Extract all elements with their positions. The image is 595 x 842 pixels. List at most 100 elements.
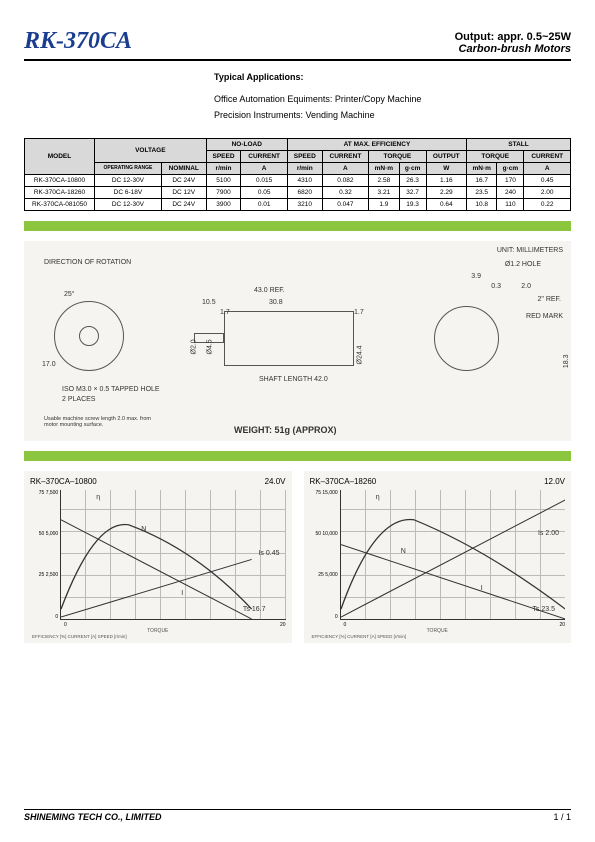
ann-ts: Ts 23.5 <box>532 606 555 613</box>
ann-ts: Ts 16.7 <box>243 606 266 613</box>
cell: 0.015 <box>241 174 287 186</box>
th-current: CURRENT <box>241 150 287 162</box>
cell: 0.05 <box>241 186 287 198</box>
th-a: A <box>322 162 368 174</box>
technical-drawing: UNIT: MILLIMETERS DIRECTION OF ROTATION … <box>24 241 571 441</box>
performance-chart-2: RK–370CA–18260 12.0V 75 15,000 50 10,000… <box>304 471 572 643</box>
cell: 0.01 <box>241 198 287 210</box>
dim-small1: 3.9 <box>471 273 481 280</box>
ytick: 5,000 <box>46 531 59 537</box>
cell: DC 12V <box>161 186 206 198</box>
th-w: W <box>426 162 466 174</box>
th-output: OUTPUT <box>426 150 466 162</box>
cell: 5100 <box>206 174 241 186</box>
unit-label: UNIT: MILLIMETERS <box>497 247 563 254</box>
th-noload: NO-LOAD <box>206 138 287 150</box>
th-speed: SPEED <box>206 150 241 162</box>
cell: RK-370CA-18260 <box>25 186 95 198</box>
cell: 10.8 <box>467 198 497 210</box>
cell: 19.3 <box>399 198 426 210</box>
cell: RK-370CA-10800 <box>25 174 95 186</box>
dia-step: Ø4.5 <box>207 339 214 354</box>
cell: 32.7 <box>399 186 426 198</box>
cell: DC 24V <box>161 174 206 186</box>
divider-bar <box>24 221 571 231</box>
chart-voltage: 24.0V <box>265 477 286 486</box>
applications-heading: Typical Applications: <box>214 69 571 85</box>
application-line: Office Automation Equiments: Printer/Cop… <box>214 91 571 107</box>
shaft-circle <box>79 326 99 346</box>
places-label: 2 PLACES <box>62 396 95 403</box>
divider-bar <box>24 451 571 461</box>
cell: RK-370CA-081050 <box>25 198 95 210</box>
application-line: Precision Instruments: Vending Machine <box>214 107 571 123</box>
dia-shaft: Ø2.0 <box>191 339 198 354</box>
th-gcm: g·cm <box>497 162 524 174</box>
ytick: 25 <box>318 572 324 578</box>
footer-rule <box>24 809 571 810</box>
cell: 3.21 <box>369 186 399 198</box>
cell: 0.45 <box>524 174 571 186</box>
performance-chart-1: RK–370CA–10800 24.0V 75 7,500 50 5,000 2… <box>24 471 292 643</box>
ytick: 7,500 <box>46 490 59 496</box>
th-maxeff: AT MAX. EFFICIENCY <box>287 138 466 150</box>
cell: 7900 <box>206 186 241 198</box>
cell: DC 12-30V <box>95 174 162 186</box>
th-stall: STALL <box>467 138 571 150</box>
cell: 2.29 <box>426 186 466 198</box>
height-label: 18.3 <box>564 354 571 368</box>
table-row: RK-370CA-10800 DC 12-30V DC 24V 5100 0.0… <box>25 174 571 186</box>
th-current: CURRENT <box>322 150 368 162</box>
cell: DC 24V <box>161 198 206 210</box>
motor-body <box>224 311 354 366</box>
th-rmin: r/min <box>206 162 241 174</box>
chart-voltage: 12.0V <box>544 477 565 486</box>
len-ref: 43.0 REF. <box>254 287 285 294</box>
spec-table: MODEL VOLTAGE NO-LOAD AT MAX. EFFICIENCY… <box>24 138 571 211</box>
weight-label: WEIGHT: 51g (APPROX) <box>234 425 337 435</box>
cell: 23.5 <box>467 186 497 198</box>
cell: 170 <box>497 174 524 186</box>
output-spec: Output: appr. 0.5~25W <box>455 31 571 43</box>
th-current: CURRENT <box>524 150 571 162</box>
refhole: 2" REF. <box>538 296 562 303</box>
xtick: 20 <box>280 622 286 628</box>
company-name: SHINEMING TECH CO., LIMITED <box>24 812 162 822</box>
hole-label: Ø1.2 HOLE <box>505 261 541 268</box>
motor-type: Carbon-brush Motors <box>455 43 571 55</box>
shaft-front: 10.5 <box>202 299 216 306</box>
cell: 16.7 <box>467 174 497 186</box>
cell: 0.082 <box>322 174 368 186</box>
xtick: 20 <box>559 622 565 628</box>
ytick: 25 <box>39 572 45 578</box>
chart-plot: Is 0.45 Ts 16.7 η N I <box>60 490 285 620</box>
applications-block: Typical Applications: Office Automation … <box>214 69 571 124</box>
cell: 110 <box>497 198 524 210</box>
header-rule <box>24 59 571 61</box>
cell: 1.16 <box>426 174 466 186</box>
table-row: RK-370CA-081050 DC 12-30V DC 24V 3900 0.… <box>25 198 571 210</box>
dim-small3: 2.0 <box>521 283 531 290</box>
ytick: 50 <box>315 531 321 537</box>
ytick: 75 <box>39 490 45 496</box>
cell: DC 12-30V <box>95 198 162 210</box>
cell: 2.58 <box>369 174 399 186</box>
dim-small2: 0.3 <box>491 283 501 290</box>
mount-label: 17.0 <box>42 361 56 368</box>
th-a: A <box>524 162 571 174</box>
th-gcm: g·cm <box>399 162 426 174</box>
cell: 1.9 <box>369 198 399 210</box>
cell: 0.64 <box>426 198 466 210</box>
ytick: 10,000 <box>322 531 337 537</box>
chart-title: RK–370CA–10800 <box>30 477 97 486</box>
tapped-label: ISO M3.0 × 0.5 TAPPED HOLE <box>62 386 160 393</box>
body-len: 30.8 <box>269 299 283 306</box>
cell: 4310 <box>287 174 322 186</box>
table-row: RK-370CA-18260 DC 6-18V DC 12V 7900 0.05… <box>25 186 571 198</box>
th-model: MODEL <box>25 138 95 174</box>
redmark: RED MARK <box>526 313 563 320</box>
cell: 0.047 <box>322 198 368 210</box>
rotation-label: DIRECTION OF ROTATION <box>44 259 131 266</box>
page-number: 1 / 1 <box>553 812 571 822</box>
screw-note: Usable machine screw length 2.0 max. fro… <box>44 416 164 428</box>
